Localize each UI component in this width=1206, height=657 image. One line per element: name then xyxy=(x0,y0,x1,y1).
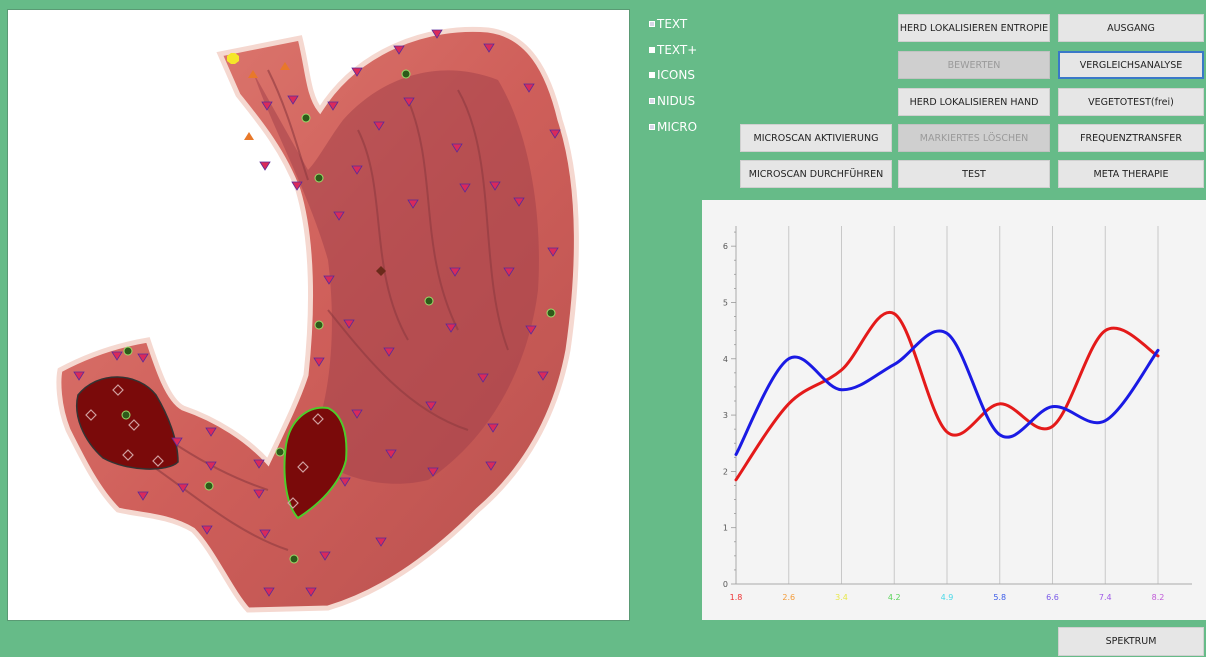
y-tick-label: 1 xyxy=(723,524,728,533)
x-tick-label: 7.4 xyxy=(1099,593,1112,602)
y-tick-label: 0 xyxy=(723,580,728,589)
y-tick-label: 4 xyxy=(723,355,728,364)
yellow-hexagon-marker xyxy=(227,53,239,64)
ausgang-button[interactable]: AUSGANG xyxy=(1058,14,1204,42)
x-tick-label: 4.9 xyxy=(941,593,954,602)
y-tick-label: 5 xyxy=(723,298,728,307)
microscan-aktivierung-button[interactable]: MICROSCAN AKTIVIERUNG xyxy=(740,124,892,152)
checkbox-text-plus[interactable]: TEXT+ xyxy=(649,42,697,58)
x-tick-label: 8.2 xyxy=(1152,593,1165,602)
checkbox-label: TEXT xyxy=(657,17,688,31)
series-line-0 xyxy=(734,310,1160,482)
stomach-illustration[interactable] xyxy=(8,10,630,621)
micro-diamond-markers xyxy=(85,384,324,509)
line-chart: 0 1 2 3 4 5 6 1.8 2.6 3.4 4.2 4.9 5.8 6.6 7.4 8.2 xyxy=(723,226,1192,602)
checkbox-box[interactable] xyxy=(649,21,655,27)
herd-lokalisieren-entropie-button[interactable]: HERD LOKALISIEREN ENTROPIE xyxy=(898,14,1050,42)
x-tick-label: 5.8 xyxy=(993,593,1006,602)
markiertes-loeschen-button[interactable]: MARKIERTES LÖSCHEN xyxy=(898,124,1050,152)
x-tick-label: 1.8 xyxy=(730,593,743,602)
test-button[interactable]: TEST xyxy=(898,160,1050,188)
vegetotest-button[interactable]: VEGETOTEST(frei) xyxy=(1058,88,1204,116)
y-tick-label: 3 xyxy=(723,411,728,420)
checkbox-label: MICRO xyxy=(657,120,698,134)
x-tick-label: 3.4 xyxy=(835,593,848,602)
x-tick-label: 6.6 xyxy=(1046,593,1059,602)
checkbox-nidus[interactable]: NIDUS xyxy=(649,93,695,109)
micro-triangle-markers xyxy=(73,29,561,597)
checkbox-box[interactable] xyxy=(649,47,655,53)
stomach-inner-folds xyxy=(253,70,539,484)
herd-lokalisieren-hand-button[interactable]: HERD LOKALISIEREN HAND xyxy=(898,88,1050,116)
warning-triangle-markers xyxy=(244,62,290,140)
stomach-fold-lines xyxy=(107,69,509,551)
frequenztransfer-button[interactable]: FREQUENZTRANSFER xyxy=(1058,124,1204,152)
checkbox-label: NIDUS xyxy=(657,94,696,108)
series-line-1 xyxy=(734,329,1160,456)
checkbox-micro[interactable]: MICRO xyxy=(649,119,697,135)
stomach-image-panel[interactable] xyxy=(7,9,630,621)
checkbox-label: ICONS xyxy=(657,68,695,82)
x-tick-label: 2.6 xyxy=(782,593,795,602)
checkbox-box[interactable] xyxy=(649,98,655,104)
green-plus-markers xyxy=(121,69,556,564)
spektrum-button[interactable]: SPEKTRUM xyxy=(1058,627,1204,656)
y-tick-label: 2 xyxy=(723,467,728,476)
nidus-region-pylorus[interactable] xyxy=(76,376,179,470)
vergleichsanalyse-button[interactable]: VERGLEICHSANALYSE xyxy=(1058,51,1204,79)
checkbox-icons[interactable]: ICONS xyxy=(649,67,695,83)
checkbox-label: TEXT+ xyxy=(657,43,698,57)
spectrum-chart-panel: 0 1 2 3 4 5 6 1.8 2.6 3.4 4.2 4.9 5.8 6.6 7.4 8.2 xyxy=(702,200,1206,620)
bewerten-button[interactable]: BEWERTEN xyxy=(898,51,1050,79)
checkbox-box[interactable] xyxy=(649,124,655,130)
x-tick-label: 4.2 xyxy=(888,593,901,602)
meta-therapie-button[interactable]: META THERAPIE xyxy=(1058,160,1204,188)
checkbox-box[interactable] xyxy=(649,72,655,78)
brown-diamond-marker xyxy=(376,266,386,276)
microscan-durchfuehren-button[interactable]: MICROSCAN DURCHFÜHREN xyxy=(740,160,892,188)
y-tick-label: 6 xyxy=(723,242,728,251)
checkbox-text[interactable]: TEXT xyxy=(649,16,687,32)
